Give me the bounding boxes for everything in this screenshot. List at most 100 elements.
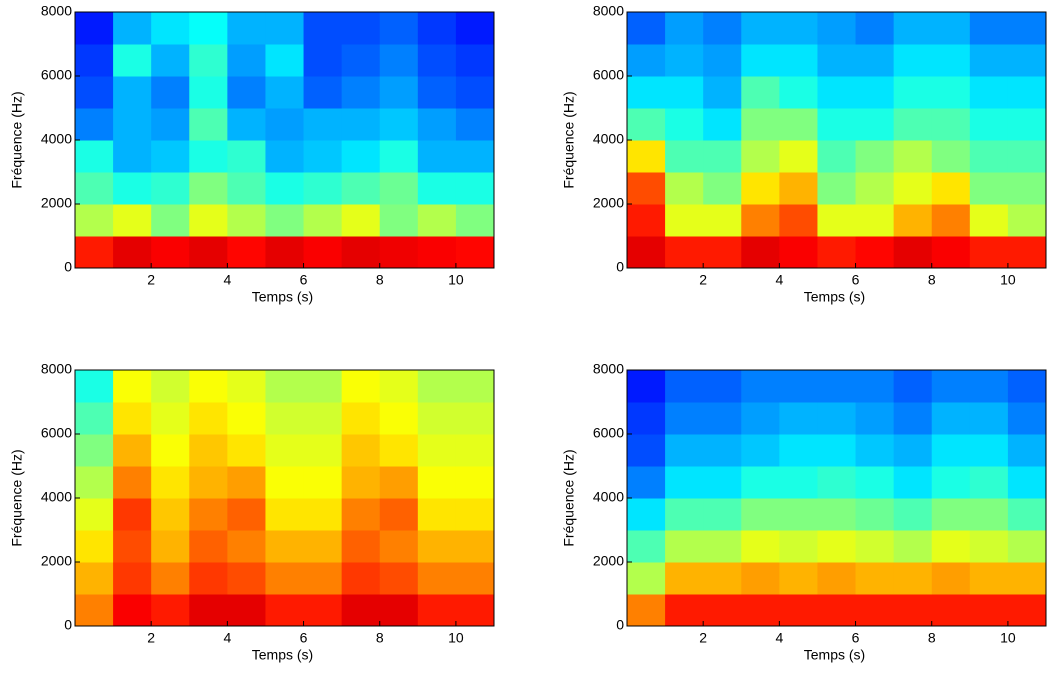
cell [817, 172, 857, 205]
cell [151, 236, 190, 269]
cell [855, 370, 895, 403]
cell [703, 434, 742, 467]
cell [779, 498, 818, 531]
cell [227, 108, 266, 141]
cell [417, 76, 457, 109]
cell [151, 172, 190, 205]
cell [741, 236, 780, 269]
x-tick-label: 6 [300, 272, 308, 288]
cell [455, 466, 495, 499]
cell [855, 204, 895, 237]
cell [893, 594, 933, 627]
cell [151, 498, 190, 531]
cell [75, 498, 114, 531]
cell [1007, 466, 1047, 499]
cell [931, 172, 971, 205]
cell [341, 530, 381, 563]
cell [779, 434, 818, 467]
cell [75, 466, 114, 499]
cell [703, 140, 742, 173]
cell [265, 562, 305, 595]
y-tick-label: 8000 [593, 3, 624, 19]
cell [703, 402, 742, 435]
cell [779, 172, 818, 205]
cell [113, 172, 152, 205]
cell [417, 12, 457, 45]
cell [741, 370, 780, 403]
cell [627, 76, 666, 109]
cell [75, 236, 114, 269]
cell [779, 236, 818, 269]
cell [817, 12, 857, 45]
cell [417, 434, 457, 467]
cell [227, 12, 266, 45]
cell [265, 12, 305, 45]
y-axis-label: Fréquence (Hz) [561, 449, 577, 546]
cell [341, 172, 381, 205]
cell [779, 594, 818, 627]
cell [303, 140, 343, 173]
cell [455, 530, 495, 563]
cell [303, 402, 343, 435]
cell [893, 76, 933, 109]
y-axis-label: Fréquence (Hz) [561, 91, 577, 188]
cell [1007, 204, 1047, 237]
cell [817, 204, 857, 237]
cell [855, 594, 895, 627]
cell [665, 530, 704, 563]
cell [627, 108, 666, 141]
cell [75, 140, 114, 173]
cell [855, 44, 895, 77]
cell [417, 498, 457, 531]
cell [1007, 370, 1047, 403]
cell [75, 76, 114, 109]
cell [417, 594, 457, 627]
x-tick-label: 2 [147, 272, 155, 288]
cell [75, 530, 114, 563]
cell [1007, 108, 1047, 141]
cell [113, 140, 152, 173]
cell [969, 402, 1009, 435]
cell [703, 172, 742, 205]
x-tick-label: 4 [775, 630, 783, 646]
cell [189, 402, 228, 435]
cell [855, 236, 895, 269]
cell [1007, 530, 1047, 563]
cell [627, 466, 666, 499]
cell [665, 108, 704, 141]
cell [893, 44, 933, 77]
cell [189, 530, 228, 563]
cell [265, 594, 305, 627]
cell [113, 76, 152, 109]
cell [455, 172, 495, 205]
cell [75, 402, 114, 435]
cell [265, 108, 305, 141]
cell [703, 12, 742, 45]
y-tick-label: 6000 [41, 425, 72, 441]
cell [665, 204, 704, 237]
cell [627, 594, 666, 627]
cell [931, 370, 971, 403]
cell [969, 172, 1009, 205]
cell [1007, 140, 1047, 173]
cell [665, 12, 704, 45]
cell [303, 44, 343, 77]
cell [855, 434, 895, 467]
cell [303, 76, 343, 109]
cell [969, 370, 1009, 403]
cell [341, 108, 381, 141]
y-tick-label: 6000 [593, 425, 624, 441]
cell [151, 562, 190, 595]
cell [151, 140, 190, 173]
cell [227, 562, 266, 595]
cell [151, 204, 190, 237]
cell [627, 172, 666, 205]
cell [665, 76, 704, 109]
y-tick-label: 2000 [41, 195, 72, 211]
y-tick-label: 4000 [41, 131, 72, 147]
cell [379, 594, 419, 627]
cell [455, 44, 495, 77]
cell [227, 172, 266, 205]
x-tick-label: 6 [300, 630, 308, 646]
x-tick-label: 6 [852, 630, 860, 646]
